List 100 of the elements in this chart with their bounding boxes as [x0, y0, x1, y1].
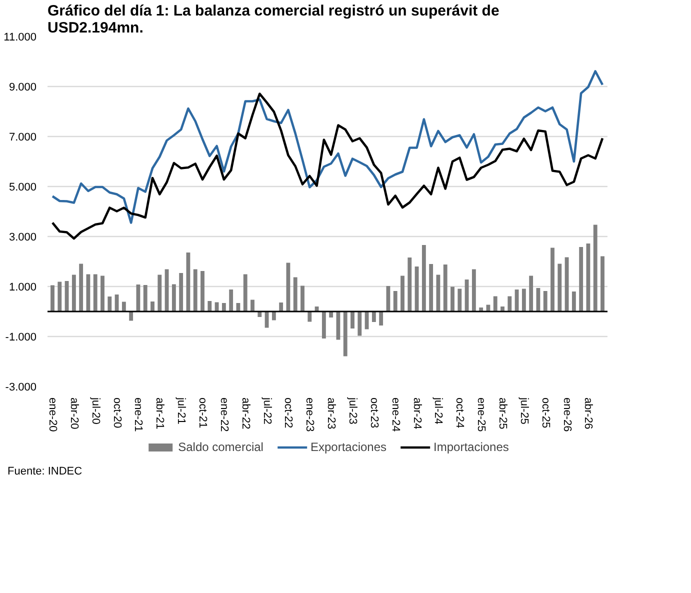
bar: [108, 296, 112, 312]
x-tick-label: ene-25: [475, 398, 488, 432]
y-tick-label: -1.000: [5, 332, 37, 344]
legend-label: Saldo comercial: [178, 440, 264, 454]
bar: [364, 312, 369, 330]
bar: [522, 288, 526, 312]
x-tick-label: oct-22: [282, 398, 294, 428]
bar: [493, 296, 498, 312]
bar: [122, 302, 126, 312]
bar: [593, 224, 598, 312]
bar: [222, 303, 226, 312]
x-tick-label: jul-20: [89, 396, 102, 424]
bar: [543, 291, 548, 312]
y-tick-label: 3.000: [8, 232, 37, 244]
x-tick-label: ene-20: [46, 398, 58, 432]
y-tick-label: -3.000: [5, 382, 37, 394]
bar: [214, 302, 219, 312]
bar: [558, 264, 562, 312]
bar: [579, 247, 584, 312]
bar: [564, 257, 569, 312]
bar: [350, 312, 354, 328]
x-tick-label: jul-25: [518, 396, 530, 424]
bar: [158, 274, 162, 312]
y-tick-label: 1.000: [8, 282, 37, 294]
bar: [500, 306, 504, 312]
bar: [358, 312, 362, 336]
bar: [508, 296, 512, 312]
bar: [193, 269, 198, 312]
bar: [422, 245, 426, 312]
legend-label: Exportaciones: [310, 440, 387, 454]
x-tick-label: oct-25: [539, 398, 552, 428]
x-tick-label: abr-21: [154, 398, 166, 430]
bar: [243, 274, 248, 312]
bar: [322, 312, 326, 338]
x-tick-label: abr-20: [68, 398, 80, 430]
bar: [150, 302, 154, 312]
bar: [408, 258, 412, 312]
bar: [429, 264, 434, 312]
y-tick-label: 5.000: [8, 182, 37, 194]
bar: [450, 286, 454, 312]
x-tick-label: ene-22: [218, 398, 230, 432]
x-tick-label: oct-21: [196, 398, 208, 428]
bar: [393, 291, 398, 312]
bar: [179, 273, 184, 312]
chart-title: Gráfico del día 1: La balanza comercial registró un superávit de USD2.194mn.: [48, 2, 500, 36]
bar: [164, 269, 169, 312]
bar: [250, 300, 254, 312]
bar: [529, 276, 534, 312]
bar: [443, 264, 448, 312]
bar: [58, 282, 62, 312]
bar: [314, 306, 319, 312]
line-series: [51, 70, 604, 224]
bar: [514, 290, 519, 312]
x-tick-label: ene-21: [132, 398, 144, 432]
bar: [414, 266, 419, 312]
bar: [79, 264, 84, 312]
x-tick-label: abr-22: [239, 398, 252, 430]
bar: [279, 302, 284, 312]
x-tick-label: jul-22: [260, 396, 273, 424]
x-tick-label: abr-24: [410, 398, 423, 430]
bar: [372, 312, 376, 322]
x-tick-label: jul-21: [175, 396, 188, 424]
x-tick-label: ene-26: [560, 398, 573, 432]
bar: [143, 285, 148, 312]
bar: [300, 286, 304, 312]
x-tick-label: abr-25: [496, 398, 508, 430]
x-tick-label: abr-23: [325, 398, 338, 430]
y-tick-label: 7.000: [8, 132, 37, 144]
bar: [93, 274, 98, 312]
bar: [264, 312, 269, 328]
bar: [208, 301, 212, 312]
x-tick-label: jul-23: [346, 396, 358, 424]
x-tick-label: oct-24: [454, 398, 466, 428]
bar: [600, 256, 604, 312]
bar: [572, 292, 576, 312]
x-tick-label: oct-20: [110, 398, 123, 428]
bar: [200, 271, 204, 312]
x-tick-label: jul-24: [432, 396, 444, 424]
bar: [550, 248, 554, 312]
x-tick-label: oct-23: [368, 398, 380, 428]
bar: [50, 285, 54, 312]
bar: [472, 269, 476, 312]
bar: [229, 290, 234, 312]
y-tick-label: 9.000: [8, 82, 37, 94]
line-series: [51, 92, 604, 240]
bar: [114, 294, 119, 312]
legend-label: Importaciones: [434, 440, 509, 454]
bar: [400, 276, 404, 312]
bar: [343, 312, 348, 356]
x-tick-label: ene-24: [389, 398, 402, 432]
x-tick-label: abr-26: [582, 398, 594, 430]
bar: [458, 288, 462, 312]
bar: [293, 277, 298, 312]
y-tick-label: 11.000: [4, 32, 36, 44]
bar: [72, 274, 76, 312]
bar: [308, 312, 312, 322]
x-tick-label: ene-23: [304, 398, 316, 432]
bar: [64, 281, 69, 312]
bar: [464, 280, 469, 312]
bar: [379, 312, 384, 326]
